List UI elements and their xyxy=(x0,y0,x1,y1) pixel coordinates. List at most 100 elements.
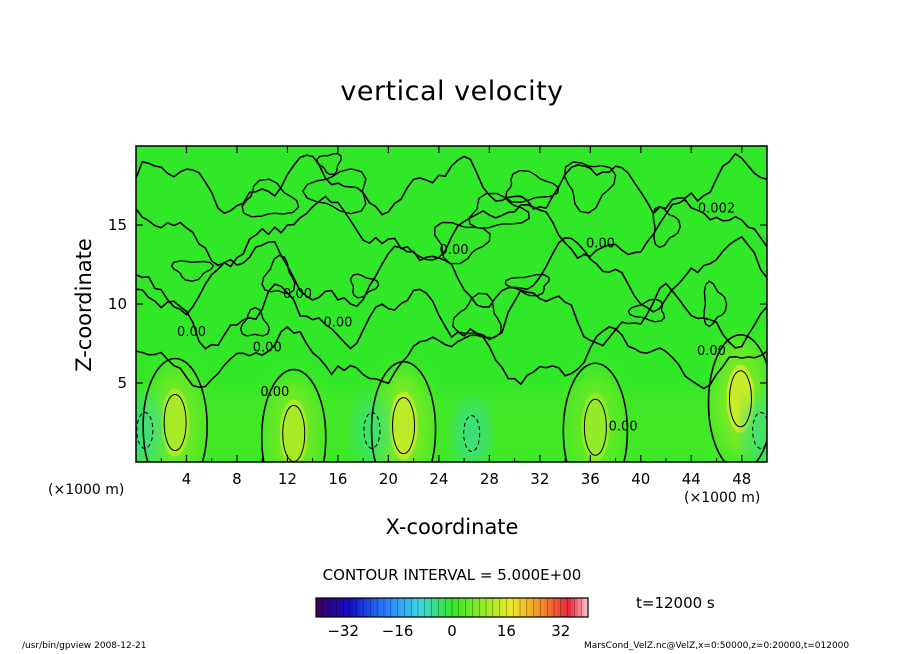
colorbar-segment xyxy=(537,598,541,617)
contour-label-5: 0.00 xyxy=(260,385,289,400)
contour-line-2 xyxy=(136,195,767,268)
colorbar-segment xyxy=(414,598,419,617)
colorbar-segment xyxy=(424,598,429,617)
x-tick-label-3: 16 xyxy=(328,470,347,488)
updraft-contour-outer-0 xyxy=(142,357,208,462)
contour-label-3: 0.00 xyxy=(253,341,282,356)
x-tick-label-8: 36 xyxy=(581,470,600,488)
colorbar-segment xyxy=(353,598,358,617)
colorbar-segment xyxy=(329,598,334,617)
colorbar-segment xyxy=(543,598,548,617)
updraft-core-center-0 xyxy=(161,388,190,457)
colorbar-segment xyxy=(479,598,483,617)
contour-label-0: 0.00 xyxy=(440,243,469,258)
colorbar-segment xyxy=(516,598,521,617)
colorbar-segment xyxy=(350,598,354,617)
colorbar-segment xyxy=(472,598,477,617)
downdraft-contour-2 xyxy=(463,415,481,453)
colorbar-tick-label-2: 0 xyxy=(447,622,457,640)
colorbar-segment xyxy=(547,598,551,617)
contour-blob-4 xyxy=(504,274,550,297)
colorbar-segment xyxy=(469,598,473,617)
chart-title: vertical velocity xyxy=(340,76,564,107)
colorbar-segment xyxy=(448,598,453,617)
colorbar-segment xyxy=(438,598,443,617)
colorbar-segment xyxy=(377,598,381,617)
colorbar-segment xyxy=(581,598,585,617)
contour-label-7: 0.002 xyxy=(698,202,735,217)
colorbar-segment xyxy=(397,598,402,617)
time-label: t=12000 s xyxy=(636,594,715,612)
contour-blob-15 xyxy=(433,221,491,265)
colorbar-segment xyxy=(513,598,517,617)
colorbar-segment xyxy=(333,598,337,617)
colorbar-segment xyxy=(462,598,466,617)
updraft-core-center-2 xyxy=(389,391,418,460)
contour-blob-9 xyxy=(563,161,617,214)
updraft-contour-inner-2 xyxy=(392,397,416,455)
colorbar-segment xyxy=(458,598,463,617)
colorbar-segment xyxy=(506,598,511,617)
colorbar-segment xyxy=(526,598,531,617)
low-level-band xyxy=(136,390,767,462)
contour-blob-8 xyxy=(652,205,682,249)
colorbar-segment xyxy=(316,598,320,617)
colorbar-segment xyxy=(319,598,324,617)
contour-blob-10 xyxy=(316,152,342,176)
updraft-contour-outer-1 xyxy=(260,368,327,462)
updraft-core-center-3 xyxy=(581,393,610,462)
colorbar-segment xyxy=(499,598,504,617)
colorbar-segment xyxy=(482,598,487,617)
colorbar-segment xyxy=(336,598,341,617)
colorbar-segment xyxy=(475,598,480,617)
colorbar-segment xyxy=(356,598,361,617)
colorbar-segment xyxy=(390,598,395,617)
contour-label-2: 0.00 xyxy=(177,325,206,340)
colorbar-segment xyxy=(567,598,572,617)
colorbar-segment xyxy=(496,598,500,617)
colorbar-segment xyxy=(384,598,388,617)
downdraft-contour-0 xyxy=(136,411,154,449)
colorbar-segment xyxy=(343,598,347,617)
colorbar: −32 −16 0 16 32 xyxy=(315,597,589,640)
x-tick-label-11: 48 xyxy=(732,470,751,488)
x-tick-label-7: 32 xyxy=(530,470,549,488)
x-tick-label-4: 20 xyxy=(379,470,398,488)
x-tick-label-2: 12 xyxy=(278,470,297,488)
x-axis-unit-right: (×1000 m) xyxy=(684,490,761,506)
downdraft-core-2 xyxy=(453,399,490,462)
updraft-contour-inner-3 xyxy=(583,398,607,456)
contour-line-5 xyxy=(136,325,767,390)
contour-blob-1 xyxy=(505,169,560,204)
downdraft-contour-3 xyxy=(752,411,767,449)
colorbar-segment xyxy=(370,598,375,617)
colorbar-segment xyxy=(465,598,470,617)
contour-line-3 xyxy=(136,235,767,316)
colorbar-segment xyxy=(387,598,392,617)
contour-lines xyxy=(136,152,767,462)
updraft-contour-outer-3 xyxy=(562,362,629,462)
colorbar-segment xyxy=(557,598,562,617)
colorbar-segment xyxy=(571,598,575,617)
contour-blob-0 xyxy=(239,306,271,337)
contour-blob-11 xyxy=(301,168,367,215)
y-tick-label-2: 15 xyxy=(108,216,127,234)
footer-command: /usr/bin/gpview 2008-12-21 xyxy=(22,641,147,651)
x-axis-unit-left: (×1000 m) xyxy=(48,482,125,498)
contour-label-4: 0.00 xyxy=(323,315,352,330)
x-tick-label-6: 28 xyxy=(480,470,499,488)
contour-blob-3 xyxy=(170,260,215,282)
y-tick-label-1: 10 xyxy=(108,295,127,313)
colorbar-segment xyxy=(360,598,364,617)
contour-blob-13 xyxy=(241,178,300,218)
colorbar-segment xyxy=(346,598,351,617)
colorbar-segment xyxy=(577,598,582,617)
colorbar-segment xyxy=(554,598,558,617)
colorbar-segment xyxy=(564,598,568,617)
colorbar-segment xyxy=(367,598,371,617)
contour-blob-14 xyxy=(703,280,728,328)
contour-labels: 0.00 0.00 0.00 0.00 0.00 0.00 0.00 0.002 0.00 0.0… xyxy=(177,202,735,435)
colorbar-segment xyxy=(339,598,344,617)
